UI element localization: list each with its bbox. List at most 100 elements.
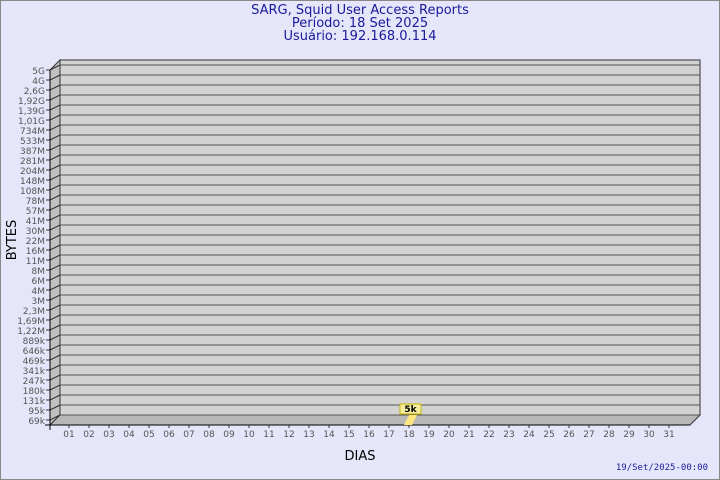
x-tick-label: 02 — [83, 430, 94, 440]
y-tick-label: 1,92G — [18, 97, 45, 107]
y-tick-label: 78M — [26, 197, 45, 207]
gridline-side — [49, 324, 61, 331]
y-tick-label: 204M — [20, 167, 45, 177]
gridline-side — [49, 104, 61, 111]
gridline-side — [49, 244, 61, 251]
x-tick-label: 08 — [203, 430, 215, 440]
y-tick-label: 180k — [23, 387, 46, 397]
gridline-side — [49, 314, 61, 321]
x-tick-label: 09 — [223, 430, 235, 440]
gridline-side — [49, 94, 61, 101]
x-tick-label: 26 — [563, 430, 575, 440]
x-tick-label: 24 — [523, 430, 535, 440]
x-tick-label: 22 — [483, 430, 494, 440]
gridline-side — [49, 224, 61, 231]
x-tick-label: 16 — [363, 430, 375, 440]
bar-label-box — [399, 403, 422, 415]
x-tick-label: 23 — [503, 430, 514, 440]
bar-18 — [404, 415, 417, 425]
chart-period: Período: 18 Set 2025 — [291, 16, 429, 31]
y-tick-label: 4G — [32, 77, 45, 87]
y-tick-label: 3M — [32, 297, 46, 307]
gridline-side — [49, 194, 61, 201]
x-tick-label: 27 — [583, 430, 594, 440]
gridline-side — [49, 184, 61, 191]
gridline-side — [49, 384, 61, 391]
y-tick-label: 148M — [20, 177, 45, 187]
x-tick-label: 12 — [283, 430, 294, 440]
x-tick-label: 06 — [163, 430, 175, 440]
x-tick-label: 01 — [63, 430, 74, 440]
x-tick-label: 28 — [603, 430, 615, 440]
x-tick-label: 31 — [663, 430, 674, 440]
gridline-side — [49, 214, 61, 221]
gridline-side — [49, 404, 61, 411]
y-tick-label: 1,69M — [17, 317, 45, 327]
gridline-side — [49, 414, 61, 421]
x-tick-label: 14 — [323, 430, 335, 440]
y-tick-label: 95k — [28, 407, 45, 417]
x-tick-label: 30 — [643, 430, 655, 440]
x-tick-label: 17 — [383, 430, 394, 440]
gridline-side — [49, 274, 61, 281]
gridline-side — [49, 364, 61, 371]
gridline-side — [49, 164, 61, 171]
gridline-side — [49, 154, 61, 161]
y-tick-label: 4M — [32, 287, 46, 297]
chart-user: Usuário: 192.168.0.114 — [283, 29, 437, 44]
x-tick-label: 10 — [243, 430, 255, 440]
y-tick-label: 2,6G — [24, 87, 45, 97]
x-tick-label: 29 — [623, 430, 635, 440]
gridline-side — [49, 354, 61, 361]
y-tick-label: 41M — [26, 217, 45, 227]
y-tick-label: 69k — [28, 417, 45, 427]
y-tick-label: 5G — [32, 67, 45, 77]
y-tick-label: 11M — [26, 257, 45, 267]
x-tick-label: 18 — [403, 430, 415, 440]
plot-back-wall — [59, 59, 701, 416]
y-tick-label: 247k — [23, 377, 46, 387]
x-tick-label: 11 — [263, 430, 274, 440]
y-tick-label: 387M — [20, 147, 45, 157]
plot-floor — [48, 414, 702, 426]
y-tick-label: 646k — [23, 347, 46, 357]
y-tick-label: 131k — [23, 397, 46, 407]
y-tick-label: 889k — [23, 337, 46, 347]
y-tick-label: 533M — [20, 137, 45, 147]
gridline-side — [49, 374, 61, 381]
bar-label: 5k — [404, 405, 417, 415]
y-tick-label: 1,22M — [17, 327, 45, 337]
footer-timestamp: 19/Set/2025-00:00 — [616, 463, 708, 473]
y-tick-label: 734M — [20, 127, 45, 137]
y-tick-label: 469k — [23, 357, 46, 367]
gridline-side — [49, 114, 61, 121]
gridline-side — [49, 124, 61, 131]
y-tick-label: 341k — [23, 367, 46, 377]
gridline-side — [49, 304, 61, 311]
x-tick-label: 25 — [543, 430, 554, 440]
chart-title: SARG, Squid User Access Reports — [251, 3, 469, 18]
x-tick-label: 05 — [143, 430, 154, 440]
y-tick-label: 30M — [26, 227, 45, 237]
gridline-side — [49, 134, 61, 141]
y-tick-label: 8M — [32, 267, 46, 277]
y-tick-label: 1,39G — [18, 107, 45, 117]
x-tick-label: 15 — [343, 430, 354, 440]
gridline-side — [49, 284, 61, 291]
x-tick-label: 13 — [303, 430, 314, 440]
x-tick-label: 03 — [103, 430, 114, 440]
y-tick-label: 1,01G — [18, 117, 45, 127]
gridline-side — [49, 174, 61, 181]
gridline-side — [49, 144, 61, 151]
gridline-side — [49, 234, 61, 241]
gridline-side — [49, 64, 61, 71]
gridline-side — [49, 204, 61, 211]
y-tick-label: 6M — [32, 277, 46, 287]
gridline-side — [49, 84, 61, 91]
gridline-side — [49, 334, 61, 341]
x-axis-label: DIAS — [345, 449, 376, 464]
x-tick-label: 19 — [423, 430, 435, 440]
gridline-side — [49, 394, 61, 401]
x-tick-label: 07 — [183, 430, 194, 440]
